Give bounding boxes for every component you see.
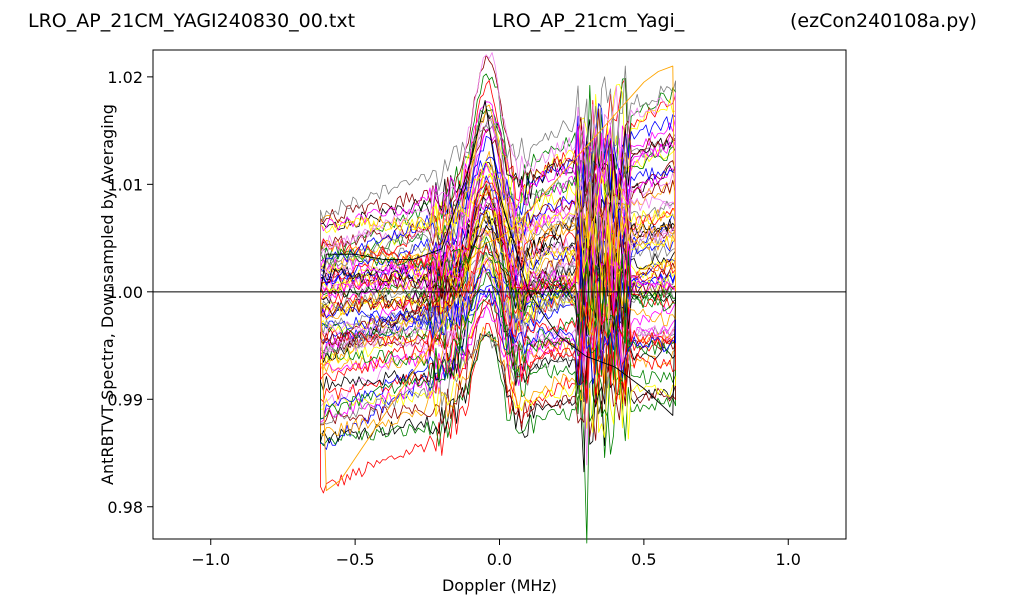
spectrum-line xyxy=(320,236,676,343)
spectrum-line xyxy=(320,184,676,345)
spectrum-line xyxy=(320,187,676,336)
x-axis-ticks: −1.0 −0.5 0.0 0.5 1.0 xyxy=(191,539,801,569)
spectrum-line xyxy=(320,210,676,336)
spectrum-line xyxy=(320,288,676,386)
header-filename: LRO_AP_21CM_YAGI240830_00.txt xyxy=(28,10,356,32)
x-tick-label: 0.5 xyxy=(631,550,656,569)
spectra-lines xyxy=(320,52,677,544)
spectrum-line xyxy=(320,101,676,292)
spectrum-line xyxy=(320,252,676,422)
spectrum-line xyxy=(320,103,676,292)
y-axis-ticks: 0.98 0.99 1.00 1.01 1.02 xyxy=(107,68,153,517)
spectrum-line xyxy=(320,252,676,349)
spectrum-line xyxy=(320,135,676,292)
y-axis-label: AntRBTVT Spectra, Downsampled by Averagi… xyxy=(98,104,117,485)
x-tick-label: −1.0 xyxy=(191,550,230,569)
spectrum-line xyxy=(320,180,676,351)
spectrum-line xyxy=(320,195,676,326)
y-tick-label: 0.99 xyxy=(107,390,143,409)
y-tick-label: 1.00 xyxy=(107,283,143,302)
y-tick-label: 1.01 xyxy=(107,175,143,194)
header-program-name: (ezCon240108a.py) xyxy=(790,10,977,32)
spectrum-line xyxy=(320,104,676,292)
x-tick-label: 0.0 xyxy=(487,550,512,569)
y-tick-label: 1.02 xyxy=(107,68,143,87)
spectrum-line-highlight xyxy=(320,65,677,492)
spectrum-line xyxy=(320,224,676,336)
spectrum-line xyxy=(320,291,676,403)
y-tick-label: 0.98 xyxy=(107,498,143,517)
spectrum-line xyxy=(320,160,676,292)
header-study-name: LRO_AP_21cm_Yagi_ xyxy=(492,10,685,32)
spectrum-line xyxy=(320,228,676,374)
x-axis-label: Doppler (MHz) xyxy=(442,576,557,595)
x-tick-label: −0.5 xyxy=(336,550,375,569)
spectrum-line xyxy=(320,52,676,292)
spectrum-line-highlight xyxy=(320,100,677,416)
spectrum-line xyxy=(320,84,676,292)
spectrum-line xyxy=(320,245,676,382)
x-tick-label: 1.0 xyxy=(776,550,801,569)
spectrum-line xyxy=(320,227,676,404)
spectrum-line xyxy=(320,291,676,441)
